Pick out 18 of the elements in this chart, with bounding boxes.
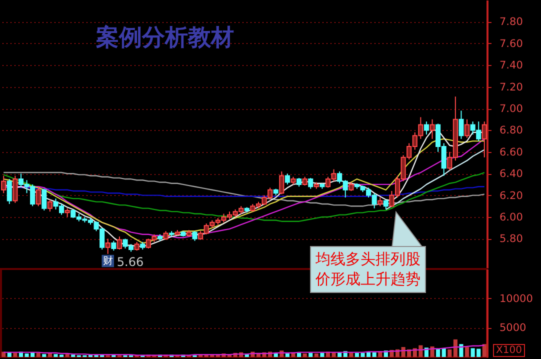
annotation: 5.66 <box>116 254 144 269</box>
annotation: 均线多头排列股价形成上升趋势 <box>310 246 426 293</box>
y-tick-label: 7.60 <box>500 38 523 50</box>
y-tick-label: 6.60 <box>500 146 523 158</box>
text: X100 <box>493 344 525 357</box>
y-tick-label: 6.80 <box>500 124 523 137</box>
y-tick-label: 6.20 <box>500 190 523 202</box>
text: 案例分析教材 <box>95 24 234 51</box>
y-tick-label: 10000 <box>500 292 533 305</box>
y-tick-label: 5000 <box>500 322 526 334</box>
y-tick-label: 7.00 <box>500 103 523 115</box>
y-tick-label: 5.80 <box>500 233 523 246</box>
y-tick-label: 7.80 <box>500 16 523 28</box>
y-tick-label: 6.40 <box>500 168 523 180</box>
y-tick-label: 6.00 <box>500 212 523 224</box>
y-tick-label: 7.40 <box>500 60 523 72</box>
y-tick-label: 7.20 <box>500 81 523 94</box>
annotation: 财 <box>102 255 113 267</box>
